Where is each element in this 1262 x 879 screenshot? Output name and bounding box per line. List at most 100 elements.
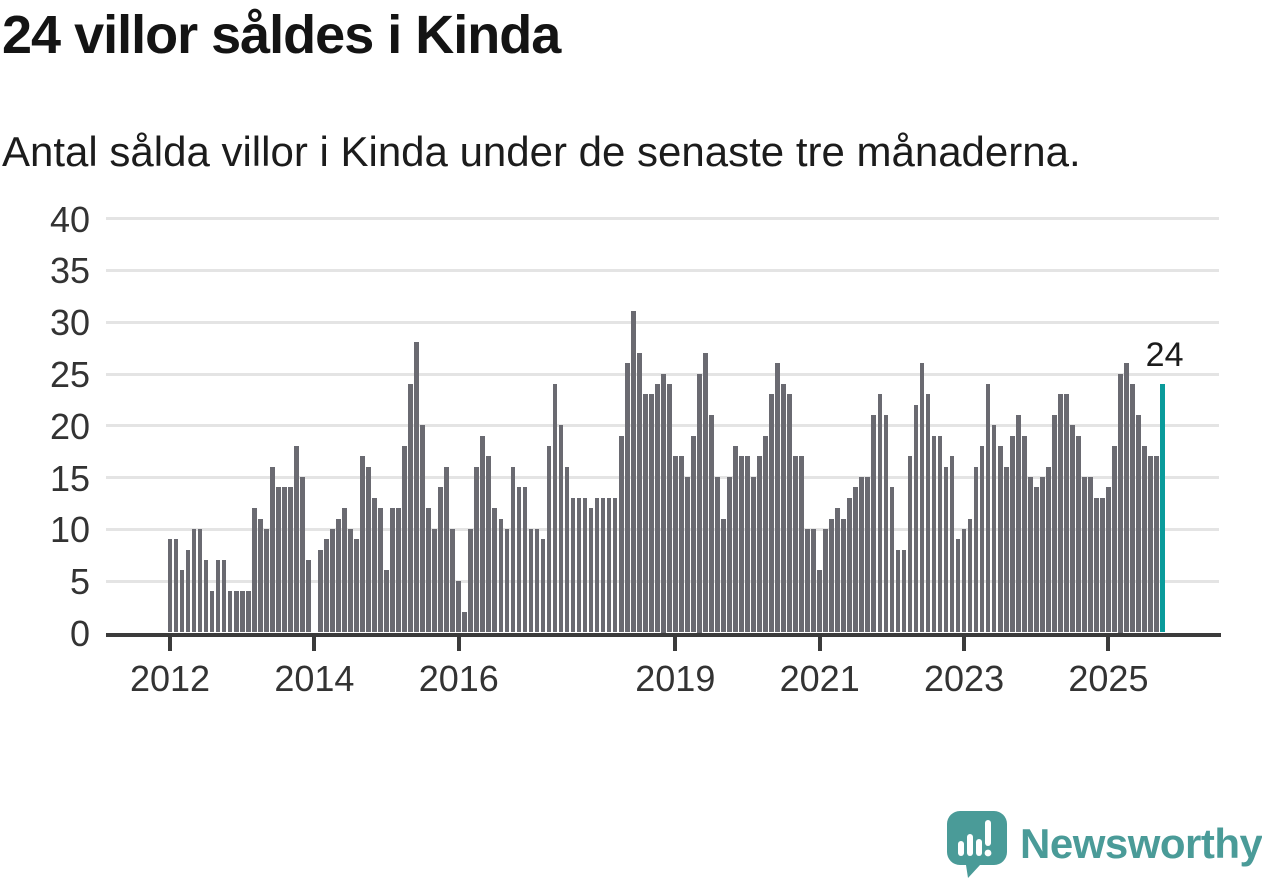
bar [191, 528, 197, 633]
bar [612, 497, 618, 633]
bar [582, 497, 588, 633]
bar [438, 487, 444, 633]
x-axis-tick-label: 2019 [635, 658, 716, 699]
bar [408, 383, 413, 633]
bar [775, 363, 780, 633]
axis-tick-mark [673, 636, 678, 651]
bar [624, 363, 630, 633]
bar [907, 456, 913, 633]
bar [691, 435, 696, 633]
bar [937, 435, 943, 633]
bar [179, 570, 185, 633]
bar [504, 528, 510, 633]
bar [1082, 477, 1087, 633]
chart-title: 24 villor såldes i Kinda [2, 5, 561, 65]
bar [727, 477, 732, 633]
bar [522, 487, 528, 633]
bar [763, 435, 768, 633]
bar [853, 487, 859, 633]
bar [588, 508, 594, 633]
bar [991, 425, 997, 633]
bar [618, 435, 624, 633]
bar [835, 508, 841, 633]
y-axis-tick-label: 15 [49, 457, 90, 499]
bar [1136, 414, 1141, 633]
chart-subtitle: Antal sålda villor i Kinda under de sena… [2, 128, 1081, 175]
bar [925, 394, 931, 633]
bar [576, 497, 582, 633]
bar [1015, 414, 1021, 633]
bar [1003, 466, 1009, 633]
bar [558, 425, 564, 633]
y-axis-tick-label: 20 [49, 405, 90, 447]
bar [450, 528, 456, 633]
bar [336, 518, 341, 633]
bar [275, 487, 281, 633]
bar [444, 466, 450, 633]
bar [498, 518, 504, 633]
bar [817, 570, 823, 633]
bar [245, 591, 251, 633]
bar [793, 456, 798, 633]
last-value-label: 24 [1145, 336, 1184, 374]
bar [757, 456, 762, 633]
bar [552, 383, 558, 633]
brand-footer: Newsworthy [946, 810, 1262, 878]
bar [281, 487, 287, 633]
y-axis-tick-label: 40 [49, 198, 90, 240]
bar [715, 477, 720, 633]
bar [546, 446, 552, 633]
bar [685, 477, 690, 633]
bar [1124, 363, 1129, 633]
bar [426, 508, 431, 633]
bar [396, 508, 401, 633]
bar [967, 518, 973, 633]
bar [1051, 414, 1057, 633]
bar [257, 518, 263, 633]
bar [865, 477, 871, 633]
axis-tick-mark [456, 636, 461, 651]
bar [570, 497, 576, 633]
bar [678, 456, 684, 633]
bar [943, 466, 949, 633]
bar [781, 383, 786, 633]
bar [432, 528, 438, 633]
bar [1094, 497, 1099, 633]
bar [474, 466, 480, 633]
bar [703, 352, 708, 633]
bar [221, 559, 227, 633]
axis-tick-mark [312, 636, 317, 651]
bar [287, 487, 293, 633]
bar [901, 549, 907, 633]
bar [330, 528, 335, 633]
bar [360, 456, 365, 633]
bar [348, 528, 353, 633]
x-axis-tick-label: 2025 [1068, 658, 1149, 699]
axis-tick-mark [1106, 636, 1111, 651]
bar [979, 446, 985, 633]
bar [299, 477, 305, 633]
bar [871, 414, 877, 633]
bar [787, 394, 792, 633]
bar [492, 508, 498, 633]
bar [342, 508, 347, 633]
y-axis-tick-label: 5 [69, 561, 90, 603]
bar [955, 539, 961, 633]
bar [823, 528, 829, 633]
x-axis-tick-label: 2021 [779, 658, 860, 699]
bar [859, 477, 865, 633]
bar [1100, 497, 1105, 633]
bar [949, 456, 955, 633]
bar [390, 508, 395, 633]
bar [510, 466, 516, 633]
x-axis-tick-label: 2023 [924, 658, 1005, 699]
bar [739, 456, 744, 633]
bar [745, 456, 750, 633]
bar [215, 559, 221, 633]
bar [1033, 487, 1039, 633]
bar [733, 446, 738, 633]
bar [630, 311, 636, 633]
y-axis-tick-label: 25 [49, 354, 90, 395]
bar [721, 518, 726, 633]
